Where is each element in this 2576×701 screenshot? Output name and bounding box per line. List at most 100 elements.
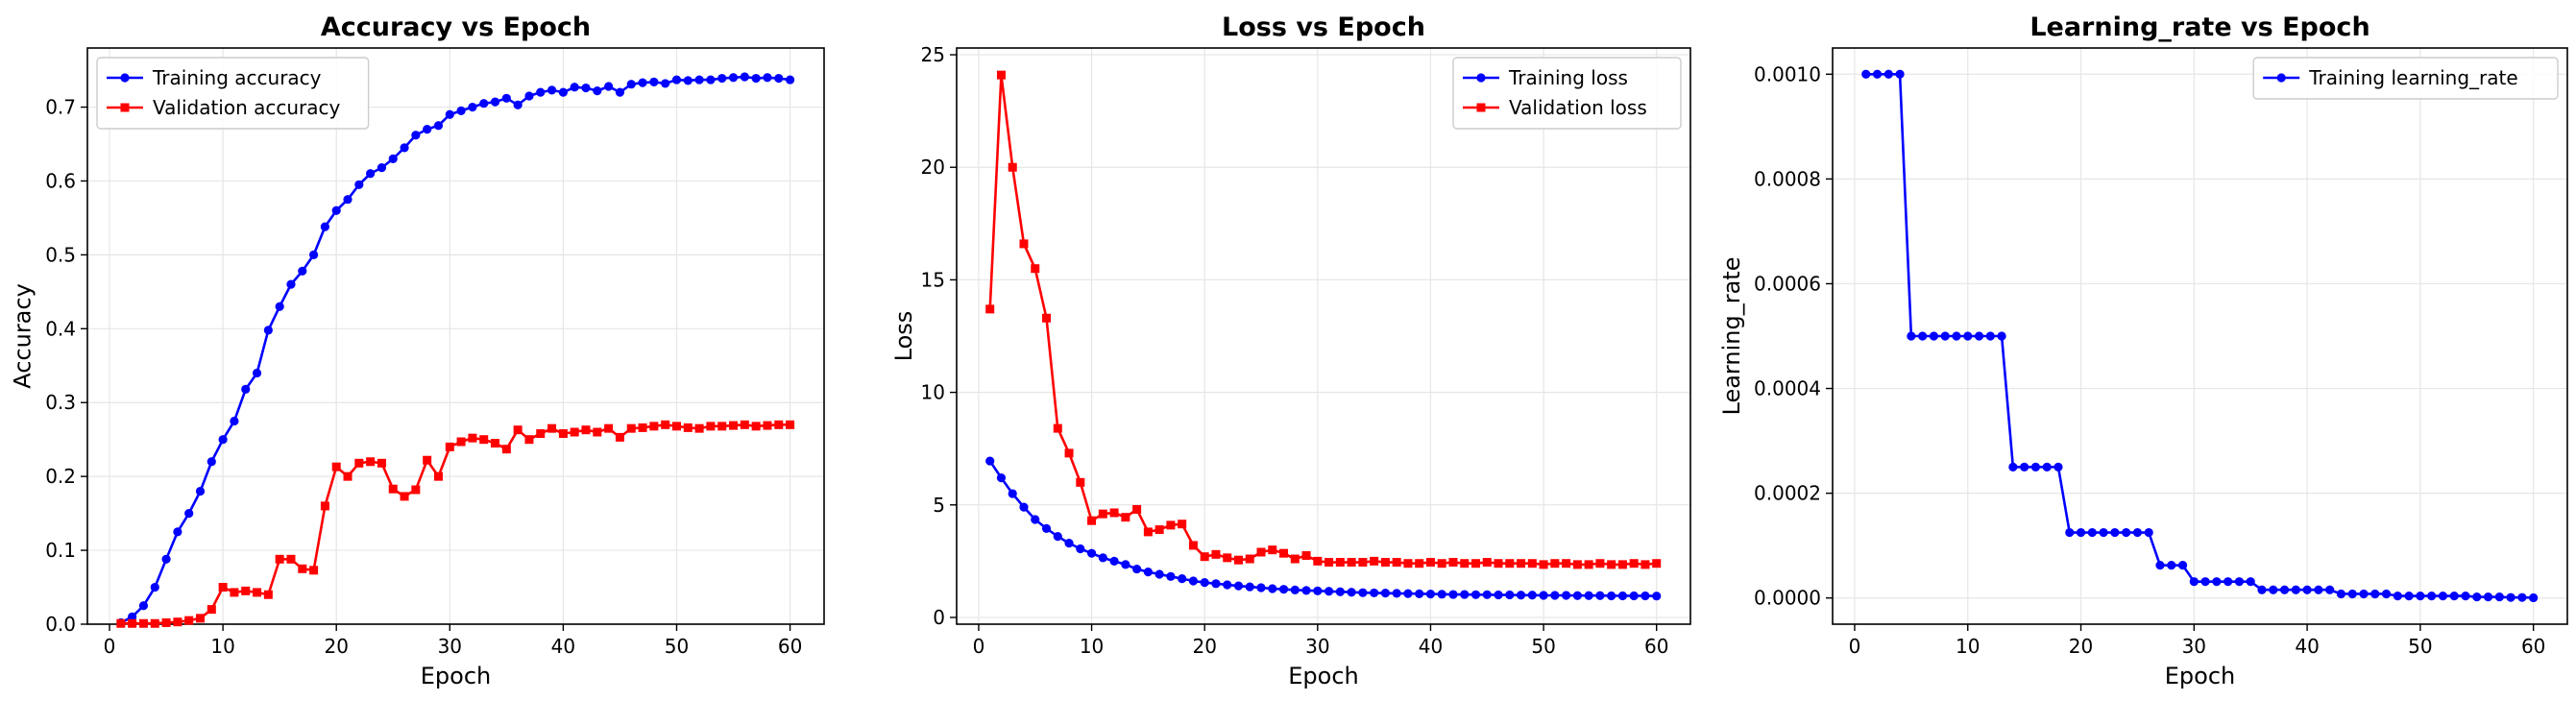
chart-2-series-training-loss-point — [1064, 539, 1074, 548]
chart-1-series-validation-accuracy-point — [593, 427, 602, 437]
chart-3-series-training-learning-rate-point — [2370, 589, 2380, 599]
chart-2-series-training-loss — [985, 456, 1662, 601]
chart-2-series-training-loss-point — [1076, 544, 1085, 554]
chart-2-legend-entry-validation-loss-label: Validation loss — [1509, 96, 1647, 119]
chart-2-series-validation-loss-point — [1370, 556, 1379, 566]
chart-1-series-validation-accuracy-point — [661, 420, 670, 429]
chart-2-series-validation-loss-point — [1539, 560, 1548, 569]
chart-2-series-training-loss-point — [1233, 581, 1244, 591]
chart-3-x-tick-label: 10 — [1956, 635, 1980, 658]
chart-3-series-training-learning-rate-point — [2132, 527, 2143, 538]
chart-2-series-training-loss-point — [1132, 564, 1142, 574]
chart-2-series-training-loss-point — [1494, 590, 1503, 600]
chart-2-series-training-loss-point — [1223, 580, 1232, 590]
chart-2-series-validation-loss-point — [1482, 558, 1492, 568]
chart-1-series-training-accuracy-point — [411, 131, 421, 140]
chart-1-series-validation-accuracy-point — [547, 423, 557, 433]
chart-1-series-training-accuracy-point — [751, 73, 761, 84]
chart-2-series-validation-loss-point — [1347, 558, 1356, 568]
chart-3-series-training-learning-rate-point — [2257, 585, 2267, 594]
chart-3-x-tick-label: 50 — [2408, 635, 2432, 658]
chart-3-series-training-learning-rate-point — [2030, 462, 2041, 471]
chart-2-series-training-loss-point — [1313, 586, 1323, 595]
chart-2-series-validation-loss-point — [1595, 559, 1605, 568]
chart-1-series-validation-accuracy-point — [479, 435, 489, 445]
chart-3-series-training-learning-rate-point — [2065, 527, 2075, 538]
chart-1-series-validation-accuracy-point — [445, 442, 454, 451]
chart-2-series-training-loss-point — [1437, 590, 1446, 599]
chart-1-series-training-accuracy-point — [423, 125, 432, 134]
chart-2-series-training-loss-point — [1211, 579, 1221, 589]
chart-3-series-training-learning-rate-point — [2087, 527, 2097, 538]
chart-1-series-training-accuracy-point — [490, 97, 500, 107]
chart-1-series-training-accuracy-point — [298, 266, 307, 276]
chart-1-x-tick-label: 20 — [324, 635, 348, 658]
chart-1-series-training-accuracy-point — [308, 250, 319, 259]
chart-3-series-training-learning-rate-point — [2325, 585, 2335, 594]
chart-1-series-training-accuracy-point — [343, 195, 352, 205]
chart-1-series-training-accuracy-point — [501, 93, 511, 103]
chart-1-series-validation-accuracy-point — [128, 618, 137, 628]
chart-3-series-training-learning-rate-point — [2494, 592, 2504, 602]
chart-1-legend: Training accuracy Validation accuracy — [96, 57, 370, 130]
chart-1-series-validation-accuracy-point — [729, 421, 739, 430]
chart-1-y-tick-label: 0.5 — [45, 243, 76, 266]
chart-2-series-training-loss-point — [1617, 591, 1628, 601]
chart-2-legend-entry-training-loss-label: Training loss — [1508, 66, 1628, 89]
chart-1-legend-entry-validation-accuracy-label: Validation accuracy — [153, 96, 341, 119]
chart-3-x-axis-label: Epoch — [2165, 663, 2236, 689]
chart-2-series-validation-loss-point — [1279, 548, 1289, 558]
chart-1-axes-frame — [86, 47, 825, 625]
chart-2-series-training-loss-point — [985, 456, 995, 466]
chart-3-series-training-learning-rate-point — [2234, 577, 2245, 587]
chart-3-series-training-learning-rate-point — [2381, 589, 2392, 599]
chart-2-series-validation-loss-point — [1132, 504, 1142, 514]
chart-1-series-training-accuracy-point — [354, 180, 364, 189]
chart-3-series-training-learning-rate-point — [2449, 592, 2459, 601]
chart-2-series-validation-loss-point — [1188, 541, 1198, 550]
chart-2-series-validation-loss-point — [996, 70, 1006, 80]
chart-3-x-tick-label: 40 — [2295, 635, 2319, 658]
chart-2-series-training-loss-point — [1550, 591, 1560, 600]
chart-2-series-training-loss-point — [1470, 590, 1481, 599]
chart-2-series-validation-loss-point — [1042, 313, 1052, 323]
chart-2-y-tick-label: 15 — [921, 268, 945, 291]
chart-3-series-training-learning-rate-point — [2200, 577, 2210, 587]
chart-3-series-training-learning-rate-point — [2393, 592, 2402, 601]
chart-2-series-training-loss-point — [1460, 590, 1470, 599]
chart-1-series-training-accuracy-point — [649, 77, 659, 86]
chart-1-series-training-accuracy-point — [230, 416, 239, 426]
chart-2-series-training-loss-point — [1019, 502, 1029, 512]
chart-1-series-training-accuracy-line — [120, 75, 790, 624]
chart-2-series-validation-loss-point — [1008, 162, 1017, 172]
chart-3-series-training-learning-rate-point — [2506, 592, 2515, 602]
chart-3-series-training-learning-rate-point — [2122, 527, 2131, 538]
chart-2-series-training-loss-point — [1380, 589, 1391, 598]
chart-3-series-training-learning-rate-point — [1985, 331, 1995, 341]
chart-2-series-validation-loss-point — [985, 304, 995, 314]
chart-2-series-training-loss-point — [1527, 591, 1537, 600]
chart-2-title: Loss vs Epoch — [1222, 12, 1425, 42]
chart-3-legend: Training learning_rate — [2252, 57, 2559, 100]
chart-2-series-validation-loss-point — [1437, 559, 1446, 568]
chart-2-series-training-loss-point — [1415, 589, 1424, 598]
chart-2-series-training-loss-point — [1516, 591, 1526, 600]
chart-2-x-axis-label: Epoch — [1288, 663, 1359, 689]
chart-3-series-training-learning-rate-point — [2269, 585, 2278, 594]
chart-2-series-training-loss-point — [1245, 582, 1254, 592]
chart-2-series-validation-loss-point — [1617, 560, 1627, 569]
chart-3-series-training-learning-rate-point — [1872, 69, 1883, 79]
chart-1-y-tick-label: 0.4 — [45, 317, 76, 340]
chart-3-y-tick-label: 0.0010 — [1754, 62, 1821, 85]
chart-3-x-tick-label: 0 — [1849, 635, 1861, 658]
chart-1-series-training-accuracy-point — [366, 169, 376, 179]
chart-2-series-validation-loss-point — [1494, 559, 1503, 568]
chart-1-series-validation-accuracy-point — [196, 614, 206, 623]
chart-2-series-training-loss-point — [1392, 589, 1401, 598]
chart-2-series-validation-loss-point — [1064, 448, 1074, 458]
chart-3-series-training-learning-rate-point — [2302, 585, 2312, 594]
chart-1-x-axis-label: Epoch — [421, 663, 492, 689]
chart-1-y-tick-label: 0.6 — [45, 169, 76, 192]
chart-1-series-training-accuracy-point — [263, 326, 273, 335]
chart-1-series-validation-accuracy-point — [558, 429, 568, 439]
